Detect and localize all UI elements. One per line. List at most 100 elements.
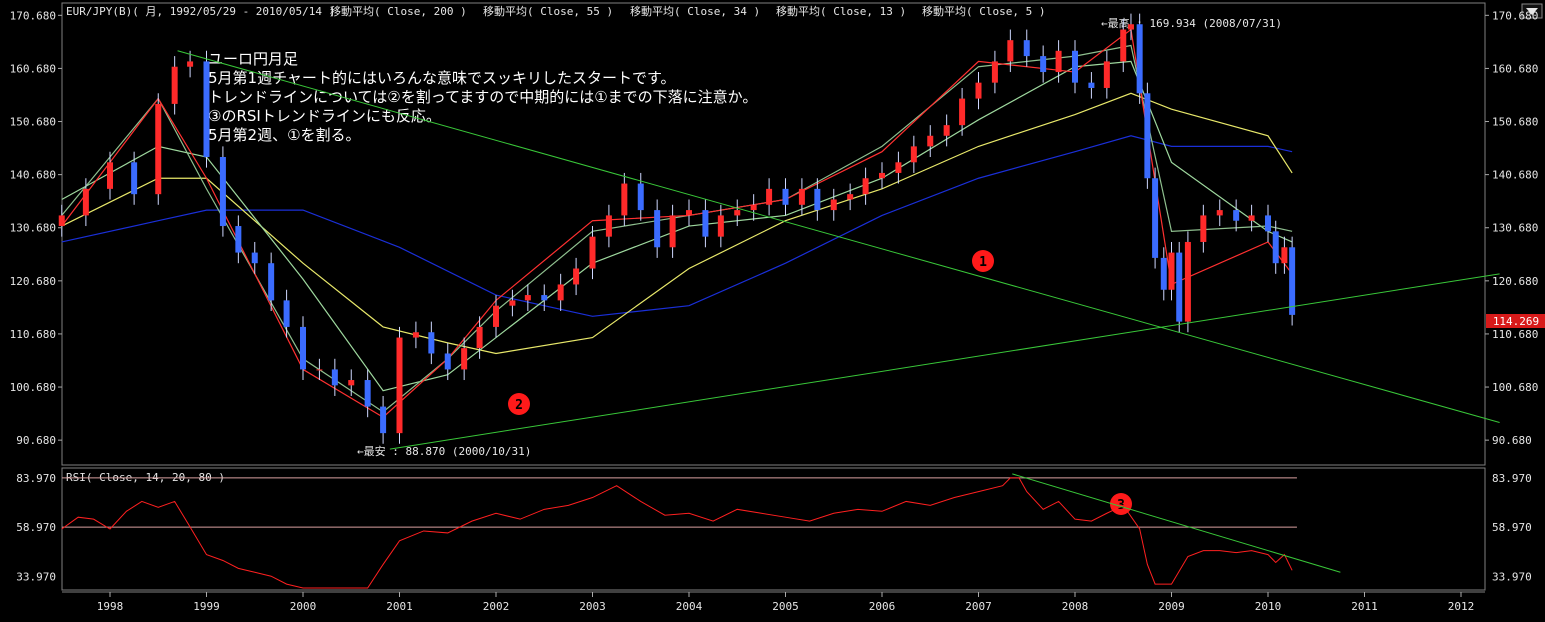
high-annotation: ←最高 : 169.934 (2008/07/31) bbox=[1101, 16, 1282, 30]
candle-body bbox=[702, 210, 709, 237]
candle-body bbox=[1072, 50, 1078, 83]
note-line: 5月第1週チャート的にはいろんな意味でスッキリしたスタートです。 bbox=[208, 69, 675, 87]
price-tick-label-left: 100.680 bbox=[10, 381, 56, 394]
candle-body bbox=[750, 204, 757, 211]
year-label: 2012 bbox=[1448, 600, 1475, 613]
candle-body bbox=[1248, 215, 1255, 221]
candle-body bbox=[1136, 24, 1143, 94]
candle-body bbox=[766, 188, 773, 205]
price-tick-label-left: 120.680 bbox=[10, 275, 56, 288]
year-label: 1999 bbox=[193, 600, 220, 613]
candle-body bbox=[1127, 24, 1134, 30]
rsi-tick-label-left: 33.970 bbox=[16, 570, 56, 583]
candle-body bbox=[557, 284, 564, 301]
candle-body bbox=[251, 252, 258, 264]
candle-body bbox=[1184, 241, 1191, 322]
candle-body bbox=[814, 188, 821, 211]
price-tick-label-right: 120.680 bbox=[1492, 275, 1538, 288]
year-label: 2011 bbox=[1351, 600, 1378, 613]
candle-body bbox=[541, 295, 548, 301]
candle-body bbox=[959, 98, 966, 126]
note-line: 5月第2週、①を割る。 bbox=[208, 126, 361, 144]
candle-body bbox=[348, 380, 355, 386]
candle-body bbox=[879, 172, 885, 179]
candle-body bbox=[444, 353, 451, 370]
candle-body bbox=[331, 369, 338, 386]
price-tick-label-left: 160.680 bbox=[10, 62, 56, 75]
candle-body bbox=[895, 162, 902, 173]
candle-body bbox=[1144, 93, 1151, 179]
note-line: ③のRSIトレンドラインにも反応。 bbox=[208, 107, 441, 125]
price-tick-label-left: 90.680 bbox=[16, 434, 56, 447]
candle-body bbox=[380, 406, 387, 434]
rsi-tick-label-left: 58.970 bbox=[16, 521, 56, 534]
price-trendline bbox=[177, 50, 1500, 423]
candle-body bbox=[268, 263, 275, 301]
year-label: 2010 bbox=[1255, 600, 1282, 613]
year-label: 2003 bbox=[579, 600, 606, 613]
candle-body bbox=[734, 210, 741, 216]
analysis-notes: ユーロ円月足 5月第1週チャート的にはいろんな意味でスッキリしたスタートです。 … bbox=[208, 50, 757, 144]
year-label: 2006 bbox=[869, 600, 896, 613]
trendline-marker-2: 2 bbox=[508, 393, 530, 415]
candle-body bbox=[862, 178, 869, 195]
price-tick-label-left: 150.680 bbox=[10, 116, 56, 129]
price-tick-label-right: 90.680 bbox=[1492, 434, 1532, 447]
price-tick-label-right: 160.680 bbox=[1492, 62, 1538, 75]
rsi-tick-label-right: 33.970 bbox=[1492, 570, 1532, 583]
candle-body bbox=[686, 210, 692, 216]
candle-body bbox=[782, 188, 789, 205]
candle-body bbox=[412, 332, 419, 338]
candle-body bbox=[1265, 215, 1271, 232]
candle-body bbox=[1160, 257, 1167, 290]
candle-body bbox=[82, 188, 89, 216]
rsi-tick-label-right: 83.970 bbox=[1492, 472, 1532, 485]
price-tick-label-left: 170.680 bbox=[10, 9, 56, 22]
candle-body bbox=[476, 326, 483, 349]
candle-body bbox=[1233, 210, 1240, 221]
price-tick-label-right: 140.680 bbox=[1492, 169, 1538, 182]
candle-body bbox=[669, 215, 676, 248]
rsi-line bbox=[61, 477, 1293, 589]
candle-body bbox=[316, 369, 323, 371]
price-tick-label-right: 170.680 bbox=[1492, 9, 1538, 22]
price-trendline bbox=[389, 273, 1500, 450]
candle-body bbox=[943, 125, 950, 136]
candle-body bbox=[1023, 40, 1030, 57]
candle-body bbox=[621, 183, 628, 216]
current-price-tag: 114.269 bbox=[1486, 314, 1545, 328]
ma34-label: 移動平均( Close, 34 ) bbox=[630, 4, 760, 18]
candle-body bbox=[364, 380, 371, 407]
chevron-down-icon bbox=[1526, 8, 1538, 15]
note-line: トレンドラインについては②を割ってますので中期的には①までの下落に注意か。 bbox=[208, 88, 757, 106]
candle-body bbox=[1040, 56, 1047, 73]
candle-body bbox=[717, 215, 724, 237]
year-label: 2008 bbox=[1062, 600, 1089, 613]
candle-body bbox=[1120, 29, 1127, 62]
rsi-tick-label-left: 83.970 bbox=[16, 472, 56, 485]
candle-body bbox=[524, 295, 531, 301]
symbol-label: EUR/JPY(B)( 月, 1992/05/29 - 2010/05/14 ) bbox=[66, 5, 335, 18]
candle-body bbox=[847, 194, 854, 200]
ma5-label: 移動平均( Close, 5 ) bbox=[922, 4, 1045, 18]
note-line: ユーロ円月足 bbox=[208, 50, 298, 68]
candle-body bbox=[1007, 40, 1014, 62]
candle-body bbox=[1168, 252, 1175, 290]
candle-body bbox=[1103, 61, 1110, 88]
year-label: 2005 bbox=[772, 600, 799, 613]
svg-text:114.269: 114.269 bbox=[1493, 315, 1539, 328]
rsi-tick-label-right: 58.970 bbox=[1492, 521, 1532, 534]
candle-body bbox=[910, 146, 917, 163]
candle-body bbox=[155, 103, 162, 195]
price-tick-label-right: 130.680 bbox=[1492, 222, 1538, 235]
candle-body bbox=[283, 300, 290, 327]
candle-body bbox=[203, 61, 210, 158]
candle-body bbox=[1152, 178, 1159, 258]
svg-text:1: 1 bbox=[979, 255, 987, 270]
price-tick-label-left: 110.680 bbox=[10, 328, 56, 341]
candle-body bbox=[1055, 50, 1062, 73]
candle-body bbox=[235, 226, 242, 253]
candle-body bbox=[654, 210, 661, 248]
